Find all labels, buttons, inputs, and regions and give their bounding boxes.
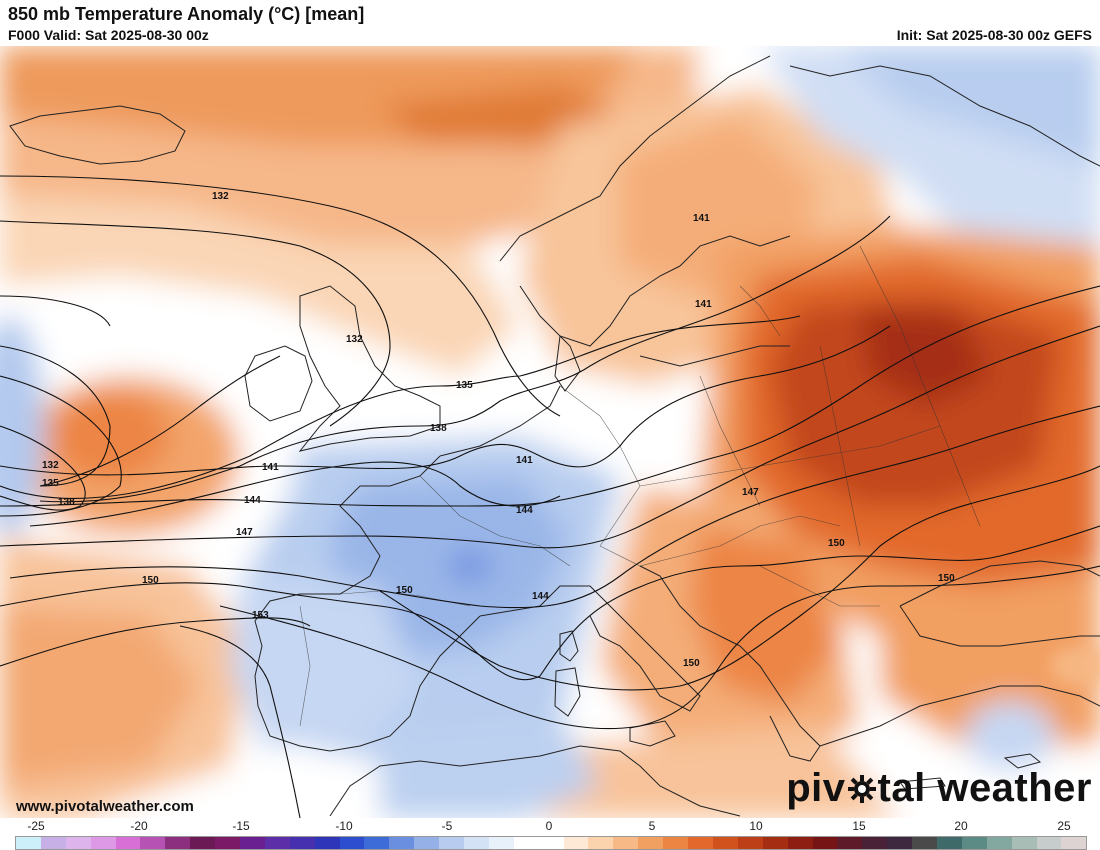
color-swatch [862,837,888,849]
color-swatch [986,837,1012,849]
color-swatch [812,837,838,849]
color-swatch [439,837,465,849]
init-time: Init: Sat 2025-08-30 00z GEFS [896,27,1092,43]
contour-label: 144 [532,591,549,602]
contour-label: 141 [516,455,533,466]
contour-label: 141 [695,299,712,310]
weather-map[interactable]: 132 132 132 135 135 138 138 141 141 141 … [0,46,1100,818]
color-swatch [1011,837,1037,849]
contour-label: 144 [516,505,533,516]
color-swatch [389,837,415,849]
color-swatch [638,837,664,849]
contour-label: 132 [212,191,229,202]
color-swatch [90,837,116,849]
contour-label: 135 [456,380,473,391]
color-swatch [364,837,390,849]
map-header: 850 mb Temperature Anomaly (°C) [mean] F… [0,0,1100,46]
scale-tick: -5 [441,819,453,833]
anomaly-shading [0,46,1100,818]
scale-tick: 25 [1057,819,1071,833]
contour-labels: 132 132 132 135 135 138 138 141 141 141 … [42,191,955,669]
color-swatch [264,837,290,849]
contour-label: 138 [58,497,75,508]
color-swatch [140,837,166,849]
contour-label: 132 [42,460,59,471]
scale-tick: 10 [749,819,763,833]
contour-label: 132 [346,334,363,345]
color-swatch [513,837,539,849]
color-swatch [65,837,91,849]
color-swatch [936,837,962,849]
scale-tick: -20 [130,819,148,833]
color-swatch [588,837,614,849]
color-swatch [190,837,216,849]
scale-tick: 5 [648,819,656,833]
color-swatch [563,837,589,849]
contour-label: 150 [828,538,845,549]
contour-label: 141 [262,462,279,473]
color-swatch [1036,837,1062,849]
color-scale-swatches [15,836,1087,850]
color-swatch [165,837,191,849]
logo-text-right: tal weather [877,766,1092,810]
color-swatch [912,837,937,849]
scale-tick: 15 [852,819,866,833]
color-swatch [712,837,738,849]
contour-label: 153 [252,610,269,621]
contour-label: 147 [742,487,759,498]
color-swatch [115,837,141,849]
color-swatch [663,837,689,849]
contour-label: 150 [396,585,413,596]
scale-tick: 20 [954,819,968,833]
color-scale: -25 -20 -15 -10 -5 0 5 10 15 20 25 [0,818,1100,850]
valid-time: F000 Valid: Sat 2025-08-30 00z [8,27,209,43]
color-swatch [961,837,987,849]
contour-label: 150 [142,575,159,586]
coastlines [9,55,1100,817]
height-contours [0,175,1100,818]
color-swatch [613,837,639,849]
contour-label: 138 [430,423,447,434]
contour-label: 150 [938,573,955,584]
color-swatch [887,837,913,849]
contour-label: 147 [236,527,253,538]
scale-tick: -25 [27,819,45,833]
country-borders [299,245,981,727]
color-scale-ticks: -25 -20 -15 -10 -5 0 5 10 15 20 25 [0,818,1100,834]
color-swatch [762,837,788,849]
logo-text-left: piv [786,766,846,810]
color-swatch [538,837,564,849]
color-swatch [464,837,489,849]
color-swatch [16,837,41,849]
color-swatch [414,837,440,849]
scale-tick: -10 [335,819,353,833]
color-swatch [787,837,813,849]
scale-tick: 0 [545,819,553,833]
color-swatch [488,837,514,849]
color-swatch [688,837,713,849]
contour-label: 144 [244,495,261,506]
color-swatch [240,837,265,849]
contour-label: 141 [693,213,710,224]
scale-tick: -15 [232,819,250,833]
pivotal-weather-logo: piv tal weather [786,766,1092,811]
color-swatch [837,837,863,849]
color-swatch [339,837,365,849]
color-swatch [40,837,66,849]
color-swatch [215,837,241,849]
website-label[interactable]: www.pivotalweather.com [16,798,194,815]
map-title: 850 mb Temperature Anomaly (°C) [mean] [8,4,365,24]
color-swatch [314,837,340,849]
color-swatch [1061,837,1087,849]
color-swatch [737,837,763,849]
sun-gear-icon [847,769,877,803]
contour-label: 150 [683,658,700,669]
contour-label: 135 [42,478,59,489]
color-swatch [289,837,315,849]
